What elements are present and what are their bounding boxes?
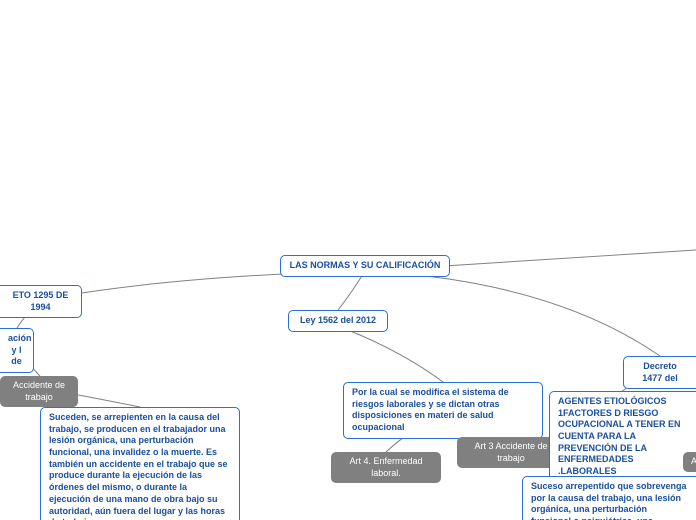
node-acion_y[interactable]: ación y l de (0, 328, 34, 373)
node-agentes[interactable]: AGENTES ETIOLÓGICOS 1FACTORES D RIESGO O… (549, 391, 696, 483)
node-porlacual[interactable]: Por la cual se modifica el sistema de ri… (343, 382, 543, 439)
node-suceden[interactable]: Suceden, se arrepienten en la causa del … (40, 407, 240, 520)
node-decreto1295[interactable]: ETO 1295 DE 1994 (0, 285, 82, 318)
node-art4_gray[interactable]: Art 4. Enfermedad laboral. (331, 452, 441, 483)
node-accidente_gray_left[interactable]: Accidente de trabajo (0, 376, 78, 407)
node-ley1562[interactable]: Ley 1562 del 2012 (288, 310, 388, 332)
node-root[interactable]: LAS NORMAS Y SU CALIFICACIÓN (280, 255, 450, 277)
node-suceso[interactable]: Suceso arrepentido que sobrevenga por la… (522, 476, 696, 520)
node-decreto1477[interactable]: Decreto 1477 del (623, 356, 696, 389)
node-agen_gray[interactable]: AGEN (683, 452, 696, 472)
